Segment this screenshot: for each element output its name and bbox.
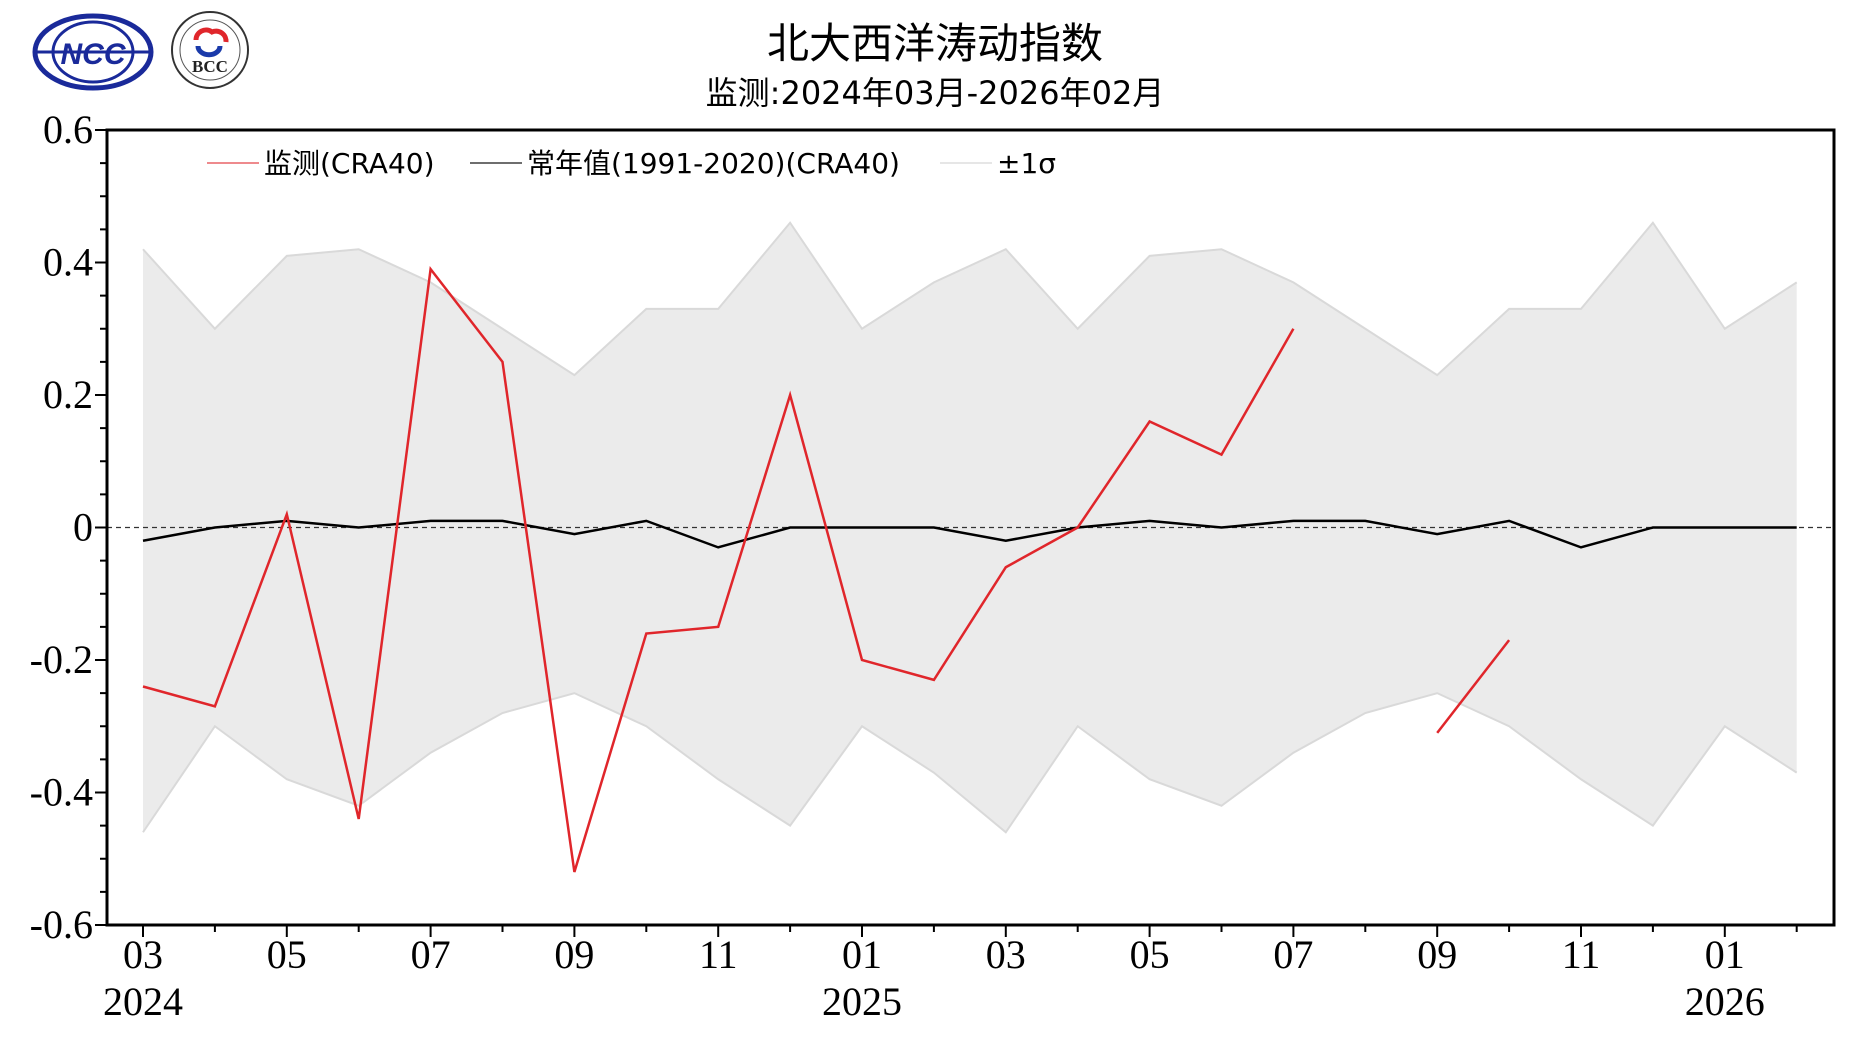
x-tick-label: 03 xyxy=(123,932,163,977)
x-tick-label: 07 xyxy=(1273,932,1313,977)
x-year-label: 2025 xyxy=(822,979,902,1024)
chart-subtitle: 监测:2024年03月-2026年02月 xyxy=(705,74,1165,112)
x-tick-label: 01 xyxy=(842,932,882,977)
x-tick-label: 05 xyxy=(1130,932,1170,977)
chart-title: 北大西洋涛动指数 xyxy=(766,19,1103,68)
sigma-upper-line xyxy=(142,221,1798,377)
legend-label: 监测(CRA40) xyxy=(264,147,435,180)
svg-text:NCC: NCC xyxy=(61,38,127,71)
x-year-label: 2026 xyxy=(1685,979,1765,1024)
monitor-line xyxy=(1436,639,1511,734)
legend-label: ±1σ xyxy=(997,147,1056,180)
x-tick-label: 07 xyxy=(411,932,451,977)
x-tick-label: 05 xyxy=(267,932,307,977)
x-year-label: 2024 xyxy=(103,979,183,1024)
y-tick-label: 0.4 xyxy=(43,240,93,285)
climatology-line xyxy=(142,519,1797,549)
x-tick-label: 09 xyxy=(1417,932,1457,977)
x-tick-label: 11 xyxy=(1562,932,1601,977)
y-tick-label: -0.6 xyxy=(30,902,93,947)
y-tick-label: -0.4 xyxy=(30,770,93,815)
y-tick-label: 0.2 xyxy=(43,372,93,417)
sigma-band xyxy=(143,222,1797,833)
ncc-logo: NCC xyxy=(32,13,154,91)
y-tick-label: 0.6 xyxy=(43,107,93,152)
x-tick-label: 09 xyxy=(554,932,594,977)
x-tick-label: 03 xyxy=(986,932,1026,977)
y-tick-label: -0.2 xyxy=(30,637,93,682)
y-tick-label: 0 xyxy=(73,505,93,550)
legend-label: 常年值(1991-2020)(CRA40) xyxy=(527,147,900,180)
svg-text:BCC: BCC xyxy=(192,57,228,76)
x-tick-label: 11 xyxy=(699,932,738,977)
bcc-logo: BCC xyxy=(171,11,249,89)
logos: NCC BCC xyxy=(32,11,249,91)
sigma-lower-line xyxy=(142,692,1798,834)
x-tick-label: 01 xyxy=(1705,932,1745,977)
